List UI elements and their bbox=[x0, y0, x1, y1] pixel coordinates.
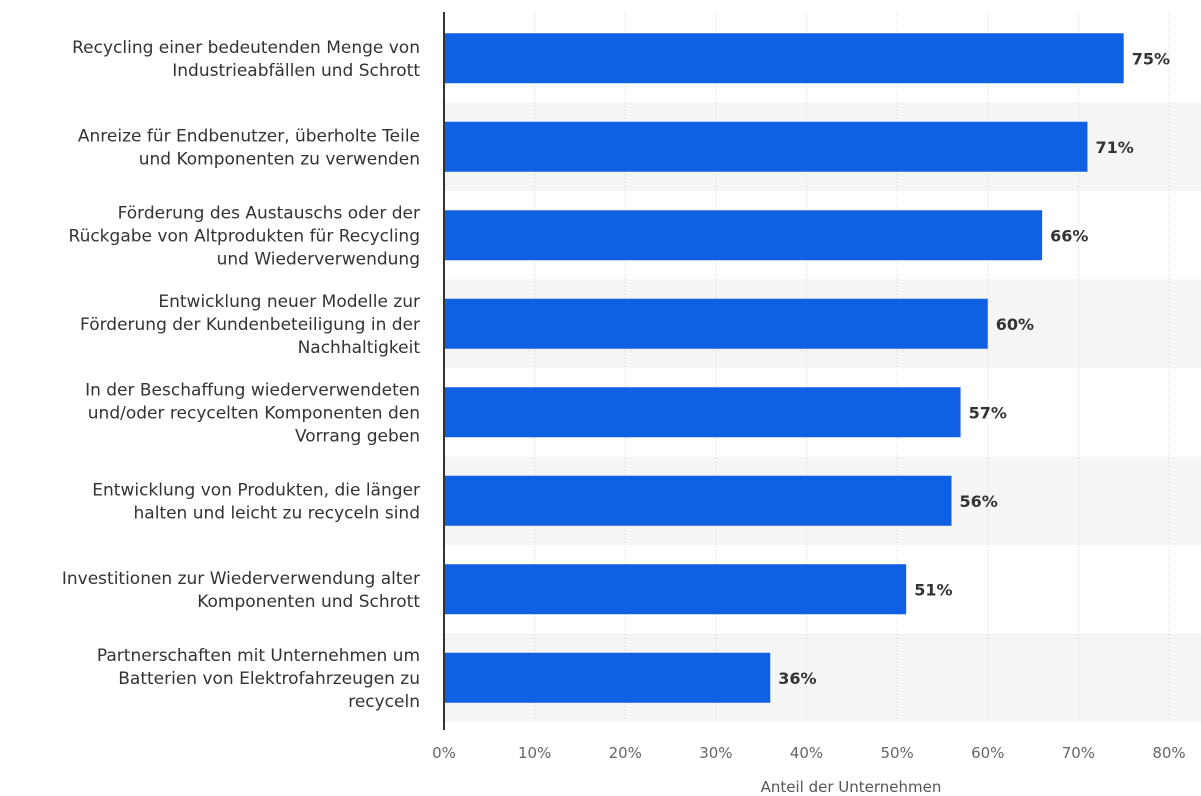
x-tick-label: 50% bbox=[880, 744, 913, 762]
data-label: 51% bbox=[914, 580, 952, 599]
x-tick-label: 70% bbox=[1062, 744, 1095, 762]
category-label-line: Anreize für Endbenutzer, überholte Teile bbox=[78, 126, 420, 146]
x-tick-label: 20% bbox=[609, 744, 642, 762]
category-label-line: Industrieabfällen und Schrott bbox=[172, 61, 420, 81]
category-label: Anreize für Endbenutzer, überholte Teile… bbox=[78, 126, 420, 169]
bar bbox=[444, 652, 771, 703]
bar bbox=[444, 298, 988, 349]
x-tick-label: 80% bbox=[1152, 744, 1185, 762]
x-tick-label: 10% bbox=[518, 744, 551, 762]
category-label-line: recyceln bbox=[348, 692, 420, 712]
data-label: 60% bbox=[996, 315, 1034, 334]
data-label: 75% bbox=[1132, 49, 1170, 68]
category-label-line: Investitionen zur Wiederverwendung alter bbox=[62, 569, 420, 589]
bars bbox=[444, 33, 1124, 703]
category-label-line: Förderung der Kundenbeteiligung in der bbox=[80, 315, 420, 335]
x-tick-label: 40% bbox=[790, 744, 823, 762]
x-tick-labels: 0% 10% 20% 30% 40% 50% 60% 70% 80% bbox=[432, 744, 1186, 762]
category-label-line: Partnerschaften mit Unternehmen um bbox=[97, 646, 420, 666]
bar bbox=[444, 33, 1124, 84]
category-labels: Recycling einer bedeutenden Menge von Ind… bbox=[62, 38, 420, 712]
bar bbox=[444, 210, 1043, 261]
category-label-line: Förderung des Austauschs oder der bbox=[118, 203, 420, 223]
bar bbox=[444, 475, 952, 526]
data-label: 56% bbox=[960, 492, 998, 511]
category-label: Investitionen zur Wiederverwendung alter… bbox=[62, 569, 420, 612]
bar bbox=[444, 387, 961, 438]
category-label: In der Beschaffung wiederverwendeten und/… bbox=[85, 380, 420, 446]
value-labels: 75% 71% 66% 60% 57% 56% 51% 36% bbox=[778, 49, 1170, 688]
category-label-line: halten und leicht zu recyceln sind bbox=[134, 503, 421, 523]
x-tick-label: 30% bbox=[699, 744, 732, 762]
category-label: Partnerschaften mit Unternehmen um Batter… bbox=[97, 646, 420, 712]
category-label: Entwicklung von Produkten, die länger hal… bbox=[92, 480, 420, 523]
category-label-line: und Komponenten zu verwenden bbox=[139, 149, 420, 169]
category-label-line: Nachhaltigkeit bbox=[298, 338, 421, 358]
category-label-line: und Wiederverwendung bbox=[217, 249, 420, 269]
bar bbox=[444, 564, 907, 615]
category-label-line: Batterien von Elektrofahrzeugen zu bbox=[118, 669, 420, 689]
x-axis-title: Anteil der Unternehmen bbox=[761, 778, 942, 796]
category-label: Recycling einer bedeutenden Menge von Ind… bbox=[72, 38, 420, 81]
category-label-line: Komponenten und Schrott bbox=[197, 592, 420, 612]
data-label: 36% bbox=[778, 669, 816, 688]
data-label: 66% bbox=[1050, 226, 1088, 245]
category-label-line: Recycling einer bedeutenden Menge von bbox=[72, 38, 420, 58]
category-label-line: und/oder recycelten Komponenten den bbox=[88, 403, 420, 423]
x-tick-label: 60% bbox=[971, 744, 1004, 762]
data-label: 57% bbox=[969, 403, 1007, 422]
bar bbox=[444, 121, 1088, 172]
data-label: 71% bbox=[1095, 138, 1133, 157]
category-label: Entwicklung neuer Modelle zur Förderung d… bbox=[80, 292, 420, 358]
category-label-line: Entwicklung von Produkten, die länger bbox=[92, 480, 420, 500]
category-label-line: Entwicklung neuer Modelle zur bbox=[158, 292, 420, 312]
category-label: Förderung des Austauschs oder der Rückgab… bbox=[69, 203, 420, 269]
x-tick-label: 0% bbox=[432, 744, 456, 762]
category-label-line: In der Beschaffung wiederverwendeten bbox=[85, 380, 420, 400]
category-label-line: Rückgabe von Altprodukten für Recycling bbox=[69, 226, 420, 246]
category-label-line: Vorrang geben bbox=[295, 426, 420, 446]
